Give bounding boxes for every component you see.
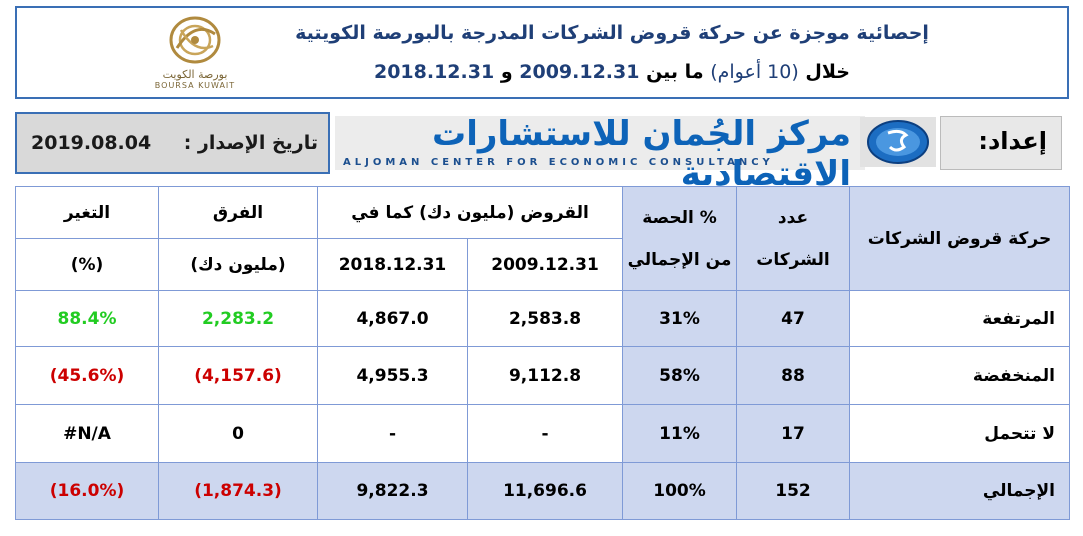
issue-date-box: تاريخ الإصدار : 2019.08.04 xyxy=(15,112,330,174)
share-cell: 100% xyxy=(622,462,738,520)
prepared-by-box: إعداد: xyxy=(940,116,1062,170)
header-date-2018: 2018.12.31 xyxy=(317,238,468,291)
branding-band: تاريخ الإصدار : 2019.08.04 مركز الجُمان … xyxy=(15,112,1069,194)
report-title-box: إحصائية موجزة عن حركة قروض الشركات المدر… xyxy=(15,6,1069,99)
date-from: 2009.12.31 xyxy=(519,61,640,83)
header-change: التغير xyxy=(15,186,159,239)
row-label: لا تتحمل xyxy=(849,404,1071,463)
diff-cell: (1,874.3) xyxy=(158,462,318,520)
share-cell: 11% xyxy=(622,404,738,463)
row-label: المنخفضة xyxy=(849,346,1071,405)
issue-date-value: 2019.08.04 xyxy=(31,132,152,154)
subtitle-between: ما بين xyxy=(646,61,704,83)
loans-2018-cell: 4,955.3 xyxy=(317,346,468,405)
count-cell: 47 xyxy=(736,290,851,347)
count-cell: 17 xyxy=(736,404,851,463)
boursa-emblem-icon xyxy=(169,16,221,64)
diff-cell: 2,283.2 xyxy=(158,290,318,347)
count-cell: 152 xyxy=(736,462,851,520)
header-change-unit: (%) xyxy=(15,238,159,291)
table-row: 88.4% 2,283.2 4,867.0 2,583.8 31% 47 الم… xyxy=(15,290,1071,347)
subtitle-prefix: خلال xyxy=(805,61,850,83)
logo-arabic-text: بورصة الكويت xyxy=(162,68,228,81)
loans-2009-cell: - xyxy=(466,404,624,463)
row-label: الإجمالي xyxy=(849,462,1071,520)
header-diff: الفرق xyxy=(158,186,318,239)
subtitle-and: و xyxy=(500,61,513,83)
share-cell: 31% xyxy=(622,290,738,347)
report-title: إحصائية موجزة عن حركة قروض الشركات المدر… xyxy=(295,22,929,44)
header-diff-unit: (مليون دك) xyxy=(158,238,318,291)
table-row: (45.6%) (4,157.6) 4,955.3 9,112.8 58% 88… xyxy=(15,346,1071,405)
diff-cell: 0 xyxy=(158,404,318,463)
share-cell: 58% xyxy=(622,346,738,405)
header-date-2009: 2009.12.31 xyxy=(466,238,624,291)
header-share: الحصة % من الإجمالي xyxy=(622,186,738,291)
center-name-english: ALJOMAN CENTER FOR ECONOMIC CONSULTANCY xyxy=(343,157,774,168)
aljoman-emblem-icon xyxy=(860,117,936,167)
table-row-total: (16.0%) (1,874.3) 9,822.3 11,696.6 100% … xyxy=(15,462,1071,520)
loans-summary-table: التغير الفرق القروض (مليون دك) كما في ال… xyxy=(15,186,1071,520)
loans-2009-cell: 11,696.6 xyxy=(466,462,624,520)
change-cell: 88.4% xyxy=(15,290,159,347)
header-loans: القروض (مليون دك) كما في xyxy=(316,186,624,239)
aljoman-center-banner: مركز الجُمان للاستشارات الاقتصادية ALJOM… xyxy=(335,114,865,194)
issue-date-label: تاريخ الإصدار : xyxy=(183,132,318,154)
report-subtitle: خلال (10 أعوام) ما بين 2009.12.31 و 2018… xyxy=(177,61,1047,83)
loans-2009-cell: 2,583.8 xyxy=(466,290,624,347)
change-cell: #N/A xyxy=(15,404,159,463)
diff-cell: (4,157.6) xyxy=(158,346,318,405)
row-label: المرتفعة xyxy=(849,290,1071,347)
loans-2009-cell: 9,112.8 xyxy=(466,346,624,405)
center-name-arabic: مركز الجُمان للاستشارات الاقتصادية xyxy=(432,114,852,194)
header-movement: حركة قروض الشركات xyxy=(849,186,1071,291)
prepared-by-label: إعداد: xyxy=(978,127,1047,155)
aljoman-logo xyxy=(860,117,936,167)
count-cell: 88 xyxy=(736,346,851,405)
change-cell: (45.6%) xyxy=(15,346,159,405)
loans-2018-cell: 4,867.0 xyxy=(317,290,468,347)
subtitle-period: (10 أعوام) xyxy=(710,61,799,83)
logo-english-text: BOURSA KUWAIT xyxy=(154,81,236,90)
date-to: 2018.12.31 xyxy=(373,61,495,83)
header-count: عدد الشركات xyxy=(736,186,851,291)
loans-2018-cell: - xyxy=(317,404,468,463)
boursa-kuwait-logo: بورصة الكويت BOURSA KUWAIT xyxy=(125,10,265,90)
table-row: #N/A 0 - - 11% 17 لا تتحمل xyxy=(15,404,1071,463)
change-cell: (16.0%) xyxy=(15,462,159,520)
loans-2018-cell: 9,822.3 xyxy=(317,462,468,520)
